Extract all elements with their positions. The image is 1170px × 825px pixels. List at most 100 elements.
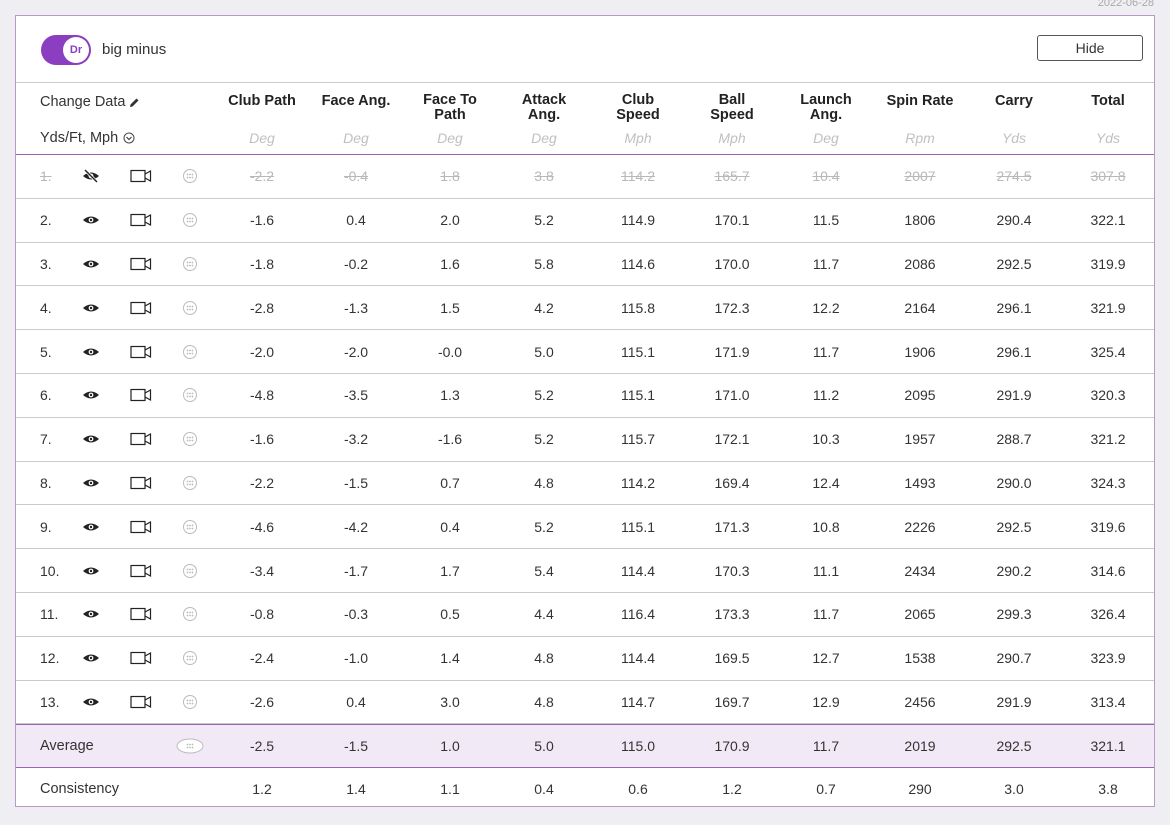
- table-cell: 324.3: [1090, 474, 1126, 491]
- column-header[interactable]: Spin Rate: [872, 94, 968, 109]
- change-data-button[interactable]: Change Data: [40, 94, 140, 110]
- table-row[interactable]: 13. -2.6 0.4 3.0 4.8 114.7 169.7 12.9 2456 291.9 3…: [16, 681, 1154, 725]
- consistency-cell: 0.6: [628, 781, 648, 798]
- table-cell: 10.8: [812, 518, 840, 535]
- table-row[interactable]: 3. -1.8 -0.2 1.6 5.8 114.6 170.0 11.7 2086 292.5 3…: [16, 243, 1154, 287]
- video-button[interactable]: [130, 593, 152, 636]
- visibility-toggle[interactable]: [82, 462, 100, 505]
- table-cell: 114.2: [621, 474, 655, 491]
- visibility-toggle[interactable]: [82, 286, 100, 329]
- visibility-toggle[interactable]: [82, 549, 100, 592]
- options-button[interactable]: [182, 243, 198, 286]
- column-header[interactable]: Launch Ang.: [778, 93, 874, 123]
- video-button[interactable]: [130, 286, 152, 329]
- consistency-label: Consistency: [40, 781, 119, 798]
- video-button[interactable]: [130, 330, 152, 373]
- visibility-toggle[interactable]: [82, 374, 100, 417]
- options-button[interactable]: [182, 418, 198, 461]
- video-button[interactable]: [130, 505, 152, 548]
- column-header[interactable]: Attack Ang.: [496, 93, 592, 123]
- table-cell: 169.5: [714, 650, 750, 667]
- visibility-toggle[interactable]: [82, 330, 100, 373]
- table-row[interactable]: 4. -2.8 -1.3 1.5 4.2 115.8 172.3 12.2 2164 296.1 3…: [16, 286, 1154, 331]
- options-button[interactable]: [182, 505, 198, 548]
- column-header[interactable]: Total: [1060, 94, 1156, 109]
- video-button[interactable]: [130, 199, 152, 242]
- table-cell: 1.8: [440, 168, 460, 185]
- consistency-cell: 0.4: [534, 781, 554, 798]
- video-button[interactable]: [130, 155, 152, 198]
- table-cell: 321.9: [1090, 299, 1126, 316]
- session-date: 2022-06-28: [1097, 0, 1154, 9]
- units-selector[interactable]: Yds/Ft, Mph: [40, 130, 135, 146]
- table-row[interactable]: 2. -1.6 0.4 2.0 5.2 114.9 170.1 11.5 1806 290.4 32…: [16, 199, 1154, 243]
- column-header[interactable]: Club Path: [214, 94, 310, 109]
- options-button[interactable]: [182, 549, 198, 592]
- video-button[interactable]: [130, 418, 152, 461]
- table-cell: 11.5: [812, 212, 840, 229]
- table-row[interactable]: 6. -4.8 -3.5 1.3 5.2 115.1 171.0 11.2 2095 291.9 3…: [16, 374, 1154, 418]
- shot-number: 2.: [40, 212, 52, 229]
- video-button[interactable]: [130, 681, 152, 724]
- options-button[interactable]: [182, 286, 198, 329]
- column-header[interactable]: Face Ang.: [308, 94, 404, 109]
- column-header[interactable]: Ball Speed: [684, 93, 780, 123]
- consistency-cell: 290: [908, 781, 932, 798]
- table-cell: 114.4: [621, 562, 655, 579]
- visibility-toggle[interactable]: [82, 155, 100, 198]
- table-row[interactable]: 8. -2.2 -1.5 0.7 4.8 114.2 169.4 12.4 1493 290.0 3…: [16, 462, 1154, 506]
- column-header[interactable]: Carry: [966, 94, 1062, 109]
- column-header[interactable]: Club Speed: [590, 93, 686, 123]
- options-button[interactable]: [182, 637, 198, 680]
- options-icon: [183, 651, 197, 666]
- consistency-cell: 1.1: [440, 781, 460, 798]
- visibility-toggle[interactable]: [82, 243, 100, 286]
- table-cell: -1.3: [343, 299, 369, 316]
- shot-number: 1.: [40, 168, 52, 185]
- table-cell: 114.2: [621, 168, 655, 185]
- options-button[interactable]: [182, 199, 198, 242]
- table-cell: 321.2: [1090, 431, 1126, 448]
- table-cell: 4.8: [534, 474, 554, 491]
- average-options-button[interactable]: [175, 725, 205, 767]
- hide-button[interactable]: Hide: [1037, 35, 1143, 61]
- video-button[interactable]: [130, 374, 152, 417]
- visibility-toggle[interactable]: [82, 418, 100, 461]
- visibility-toggle[interactable]: [82, 681, 100, 724]
- options-button[interactable]: [182, 462, 198, 505]
- visibility-toggle[interactable]: [82, 199, 100, 242]
- options-button[interactable]: [182, 593, 198, 636]
- video-camera-icon: [130, 476, 152, 490]
- table-cell: 10.3: [812, 431, 840, 448]
- table-row[interactable]: 9. -4.6 -4.2 0.4 5.2 115.1 171.3 10.8 2226 292.5 3…: [16, 505, 1154, 550]
- table-cell: 299.3: [996, 606, 1032, 623]
- table-cell: -2.2: [249, 474, 275, 491]
- visibility-toggle[interactable]: [82, 593, 100, 636]
- table-row[interactable]: 12. -2.4 -1.0 1.4 4.8 114.4 169.5 12.7 1538 290.7…: [16, 637, 1154, 681]
- video-button[interactable]: [130, 462, 152, 505]
- options-button[interactable]: [182, 374, 198, 417]
- table-cell: -0.4: [343, 168, 369, 185]
- club-toggle[interactable]: Dr: [41, 35, 91, 65]
- table-row[interactable]: 10. -3.4 -1.7 1.7 5.4 114.4 170.3 11.1 2434 290.2…: [16, 549, 1154, 593]
- table-cell: 4.2: [534, 299, 554, 316]
- table-row[interactable]: 7. -1.6 -3.2 -1.6 5.2 115.7 172.1 10.3 1957 288.7…: [16, 418, 1154, 462]
- table-cell: 4.8: [534, 693, 554, 710]
- table-cell: 307.8: [1090, 168, 1126, 185]
- options-button[interactable]: [182, 155, 198, 198]
- options-icon: [183, 256, 197, 271]
- table-row[interactable]: 1. -2.2 -0.4 1.8 3.8 114.2 165.7 10.4 2007 274.5 3…: [16, 155, 1154, 199]
- options-button[interactable]: [182, 681, 198, 724]
- options-icon: [183, 300, 197, 315]
- column-header[interactable]: Face To Path: [402, 93, 498, 123]
- video-button[interactable]: [130, 243, 152, 286]
- table-cell: 4.8: [534, 650, 554, 667]
- options-button[interactable]: [182, 330, 198, 373]
- table-row[interactable]: 11. -0.8 -0.3 0.5 4.4 116.4 173.3 11.7 2065 299.3…: [16, 593, 1154, 637]
- table-row[interactable]: 5. -2.0 -2.0 -0.0 5.0 115.1 171.9 11.7 1906 296.1…: [16, 330, 1154, 374]
- video-button[interactable]: [130, 549, 152, 592]
- video-button[interactable]: [130, 637, 152, 680]
- table-cell: 115.8: [621, 299, 655, 316]
- visibility-toggle[interactable]: [82, 637, 100, 680]
- visibility-toggle[interactable]: [82, 505, 100, 548]
